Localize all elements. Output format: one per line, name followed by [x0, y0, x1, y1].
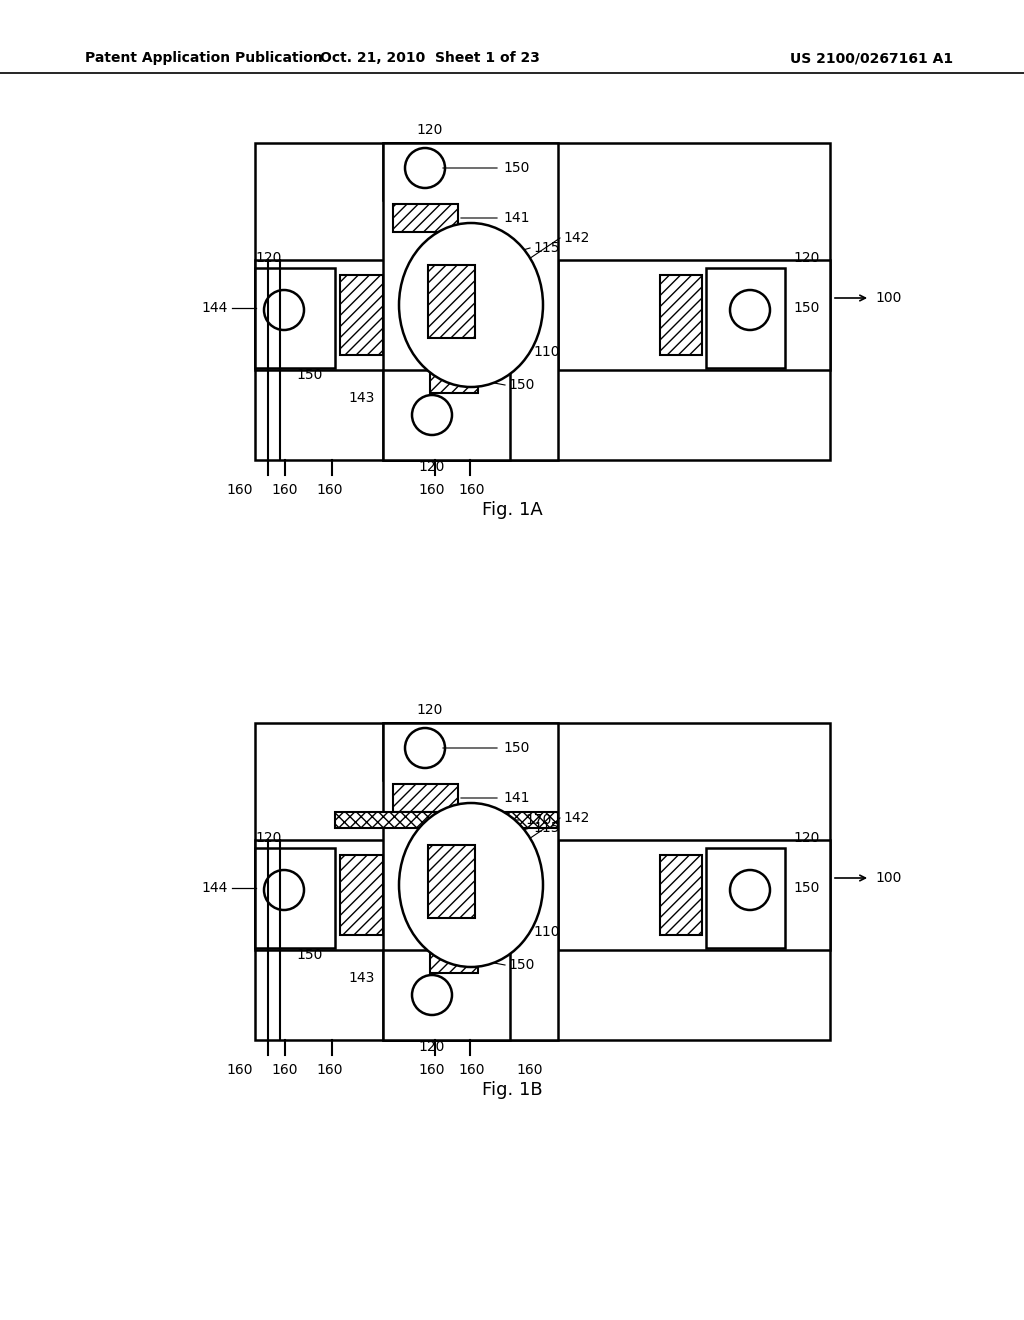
Text: 160: 160: [226, 1063, 253, 1077]
Circle shape: [406, 148, 445, 187]
Text: 120: 120: [793, 832, 819, 845]
Text: 110: 110: [534, 345, 559, 359]
Text: US 2100/0267161 A1: US 2100/0267161 A1: [790, 51, 953, 65]
Text: 141: 141: [503, 211, 529, 224]
Text: 150: 150: [503, 161, 529, 176]
Text: 160: 160: [316, 483, 343, 498]
Text: 141: 141: [503, 791, 529, 805]
Text: 130: 130: [480, 931, 507, 945]
Bar: [558, 840, 830, 950]
Bar: [383, 143, 468, 201]
Bar: [558, 260, 830, 370]
Text: 150: 150: [508, 958, 535, 972]
Bar: [383, 723, 468, 780]
Text: 150: 150: [297, 368, 324, 381]
Text: 160: 160: [271, 1063, 298, 1077]
Bar: [255, 847, 335, 948]
Text: 160: 160: [517, 1063, 544, 1077]
Text: 150: 150: [503, 741, 529, 755]
Text: 150: 150: [793, 301, 819, 315]
Circle shape: [412, 975, 452, 1015]
Bar: [430, 367, 478, 393]
Text: 160: 160: [459, 483, 485, 498]
Bar: [706, 268, 785, 368]
Bar: [340, 855, 383, 935]
Bar: [255, 840, 488, 950]
Text: 150: 150: [793, 880, 819, 895]
Text: 160: 160: [271, 483, 298, 498]
Text: 100: 100: [874, 290, 901, 305]
Text: 143: 143: [348, 972, 375, 985]
Text: 142: 142: [563, 810, 590, 825]
Circle shape: [412, 395, 452, 436]
Text: 100: 100: [874, 871, 901, 884]
Circle shape: [406, 729, 445, 768]
Bar: [383, 723, 558, 1040]
Text: 115: 115: [534, 821, 559, 836]
Bar: [383, 950, 510, 1040]
Text: 160: 160: [459, 1063, 485, 1077]
Text: 120: 120: [419, 1040, 445, 1053]
Text: 120: 120: [417, 704, 443, 717]
Text: 160: 160: [316, 1063, 343, 1077]
Bar: [255, 268, 335, 368]
Text: 115: 115: [534, 242, 559, 255]
Text: 160: 160: [419, 1063, 445, 1077]
Text: Oct. 21, 2010  Sheet 1 of 23: Oct. 21, 2010 Sheet 1 of 23: [321, 51, 540, 65]
Ellipse shape: [399, 803, 543, 968]
Text: 160: 160: [419, 483, 445, 498]
Text: 142: 142: [563, 231, 590, 246]
Bar: [706, 847, 785, 948]
Ellipse shape: [399, 223, 543, 387]
Text: Patent Application Publication: Patent Application Publication: [85, 51, 323, 65]
Bar: [393, 784, 458, 812]
Text: 150: 150: [297, 948, 324, 962]
Bar: [255, 723, 830, 1040]
Circle shape: [730, 290, 770, 330]
Text: 130: 130: [480, 351, 507, 366]
Bar: [428, 265, 475, 338]
Text: 144: 144: [202, 880, 228, 895]
Bar: [660, 855, 702, 935]
Text: 143: 143: [348, 391, 375, 405]
Bar: [255, 143, 830, 459]
Bar: [383, 143, 558, 459]
Text: Fig. 1A: Fig. 1A: [481, 502, 543, 519]
Text: 110: 110: [534, 925, 559, 939]
Text: 144: 144: [202, 301, 228, 315]
Bar: [660, 275, 702, 355]
Bar: [428, 845, 475, 917]
Circle shape: [730, 870, 770, 909]
Text: 150: 150: [508, 378, 535, 392]
Bar: [383, 370, 510, 459]
Text: 120: 120: [419, 459, 445, 474]
Text: 120: 120: [255, 832, 282, 845]
Bar: [393, 205, 458, 232]
Bar: [335, 812, 558, 828]
Text: 120: 120: [417, 123, 443, 137]
Text: 120: 120: [255, 251, 282, 265]
Bar: [430, 946, 478, 973]
Bar: [255, 260, 488, 370]
Text: 160: 160: [226, 483, 253, 498]
Text: 120: 120: [793, 251, 819, 265]
Circle shape: [264, 870, 304, 909]
Text: Fig. 1B: Fig. 1B: [481, 1081, 543, 1100]
Bar: [340, 275, 383, 355]
Text: 170: 170: [525, 813, 551, 828]
Circle shape: [264, 290, 304, 330]
